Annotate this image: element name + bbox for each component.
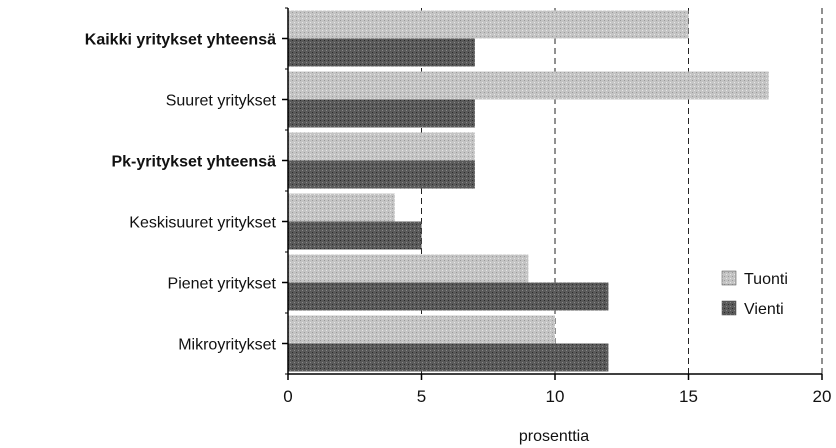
- gridlines: [421, 8, 823, 374]
- category-label-2: Pk-yritykset yhteensä: [111, 154, 276, 171]
- category-label-1: Suuret yritykset: [166, 93, 277, 110]
- bar-tuonti-4: [288, 254, 529, 283]
- category-label-5: Mikroyritykset: [178, 337, 276, 354]
- legend-swatch-tuonti: [721, 270, 737, 286]
- bar-vienti-4: [288, 282, 609, 311]
- category-label-3: Keskisuuret yritykset: [129, 215, 276, 232]
- bar-vienti-1: [288, 99, 475, 128]
- x-axis-title: prosenttia: [519, 428, 589, 445]
- legend-label-tuonti: Tuonti: [744, 271, 788, 288]
- x-tick-label-5: 5: [417, 387, 426, 406]
- bar-vienti-0: [288, 38, 475, 67]
- legend-label-vienti: Vienti: [744, 301, 784, 318]
- bar-tuonti-3: [288, 193, 395, 222]
- legend-swatch-vienti: [721, 300, 737, 316]
- x-tick-label-15: 15: [679, 387, 698, 406]
- bars: [288, 10, 769, 372]
- labels: 0 5 10 15 20 Kaikki yritykset yhteensä Suuret …: [85, 32, 832, 407]
- bar-tuonti-1: [288, 71, 769, 100]
- axes: [282, 7, 823, 380]
- legend: Tuonti Vienti: [721, 270, 788, 318]
- category-label-0: Kaikki yritykset yhteensä: [85, 32, 276, 49]
- category-label-4: Pienet yritykset: [168, 276, 277, 293]
- x-tick-label-0: 0: [283, 387, 292, 406]
- bar-tuonti-5: [288, 315, 555, 344]
- bar-vienti-2: [288, 160, 475, 189]
- bar-vienti-5: [288, 343, 609, 372]
- x-tick-label-10: 10: [546, 387, 565, 406]
- x-tick-label-20: 20: [813, 387, 832, 406]
- bar-tuonti-0: [288, 10, 689, 39]
- bar-vienti-3: [288, 221, 422, 250]
- bar-tuonti-2: [288, 132, 475, 161]
